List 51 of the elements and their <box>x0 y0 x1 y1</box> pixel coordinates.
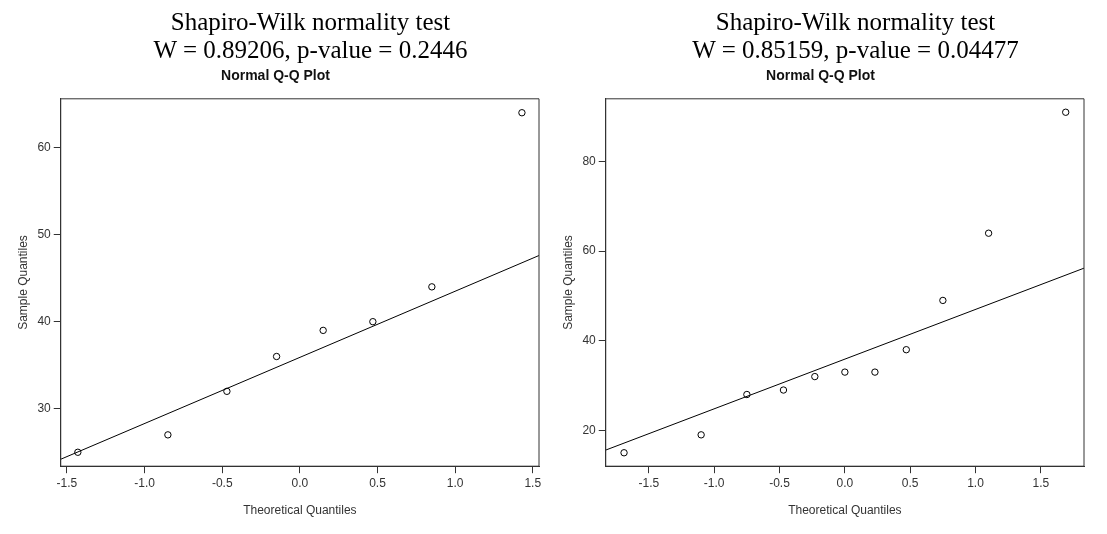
x-tick-label: 1.0 <box>967 475 985 490</box>
x-tick-label: -0.5 <box>769 475 791 490</box>
point <box>902 346 910 354</box>
x-tick-label: 1.0 <box>446 475 464 490</box>
x-tick-label: -1.5 <box>638 475 660 490</box>
y-tick-label: 40 <box>37 313 52 328</box>
point <box>518 109 526 117</box>
x-tick-label: -1.0 <box>134 475 156 490</box>
text: Shapiro-Wilk normality test <box>169 8 452 36</box>
point <box>811 372 819 381</box>
x-tick-label: -1.5 <box>56 475 78 490</box>
x-axis-title: Theoretical Quantiles <box>243 503 357 518</box>
x-axis-title: Theoretical Quantiles <box>788 503 902 518</box>
point <box>369 317 377 326</box>
x-tick-label: 0.0 <box>836 475 854 490</box>
chart-title: Normal Q-Q Plot <box>766 67 876 84</box>
point <box>984 229 993 237</box>
x-tick-label: -1.0 <box>703 475 725 490</box>
y-axis-title: Sample Quantiles <box>560 235 575 330</box>
point <box>841 368 849 376</box>
point <box>779 386 788 394</box>
point <box>939 296 947 305</box>
chart-title: Normal Q-Q Plot <box>221 67 331 84</box>
point <box>697 431 705 439</box>
y-tick-label: 60 <box>37 139 52 154</box>
point <box>164 431 172 439</box>
x-tick-label: 1.5 <box>524 475 542 490</box>
y-tick-label: 50 <box>37 226 52 241</box>
text: Shapiro-Wilk normality test <box>714 8 997 36</box>
y-tick-label: 20 <box>582 422 597 437</box>
point <box>871 368 879 376</box>
x-tick-label: 0.5 <box>369 475 387 490</box>
x-tick-label: -0.5 <box>211 475 233 490</box>
point <box>1062 108 1070 116</box>
point <box>620 449 628 457</box>
point <box>272 352 281 361</box>
x-tick-label: 0.0 <box>291 475 309 490</box>
point <box>743 390 751 399</box>
y-tick-label: 80 <box>582 153 597 168</box>
point <box>319 326 327 335</box>
x-tick-label: 1.5 <box>1032 475 1050 490</box>
point <box>223 387 231 396</box>
point <box>428 283 436 291</box>
y-tick-label: 30 <box>37 401 52 416</box>
y-tick-label: 40 <box>582 333 597 348</box>
text: W = 0.85159, p-value = 0.04477 <box>691 36 1020 64</box>
y-axis-title: Sample Quantiles <box>15 235 30 330</box>
text: W = 0.89206, p-value = 0.2446 <box>152 36 469 64</box>
y-tick-label: 60 <box>582 243 597 258</box>
x-tick-label: 0.5 <box>901 475 919 490</box>
point <box>74 448 82 456</box>
